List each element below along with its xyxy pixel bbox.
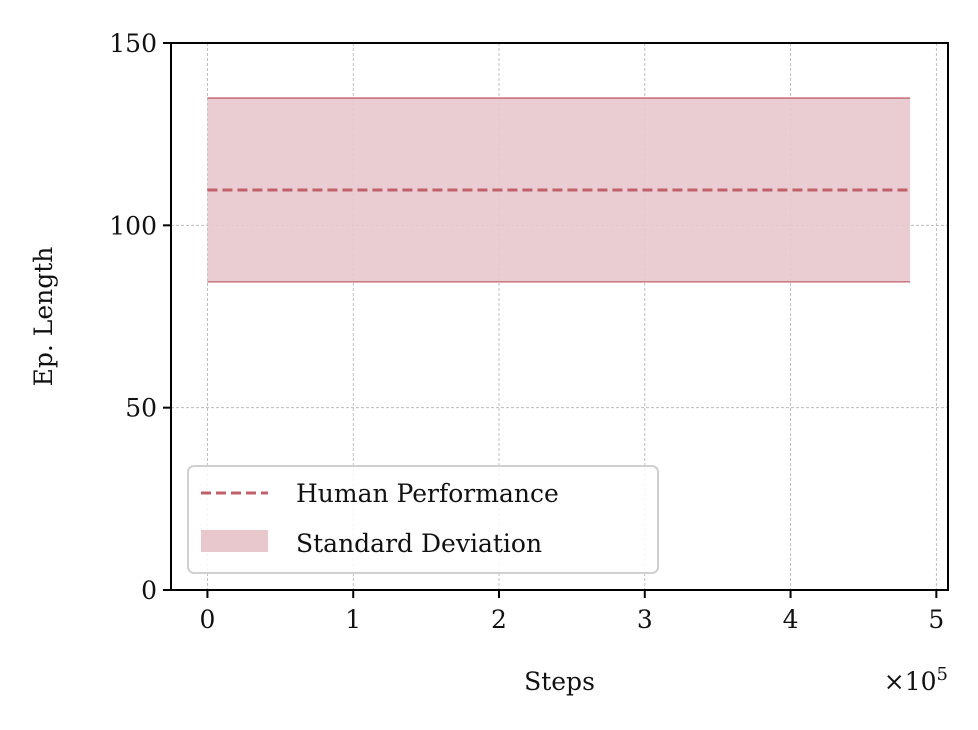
- x-tick-label: 5: [928, 605, 944, 634]
- y-tick-label: 0: [141, 576, 157, 605]
- x-tick-label: 1: [345, 605, 361, 634]
- legend-band-swatch: [201, 530, 268, 552]
- y-axis: 0 50 100 150: [109, 29, 171, 605]
- legend-label-standard-deviation: Standard Deviation: [296, 529, 542, 558]
- x-axis-offset-label: ×105: [884, 664, 948, 696]
- x-axis-label: Steps: [524, 667, 595, 696]
- legend-label-human-performance: Human Performance: [296, 479, 559, 508]
- x-tick-label: 0: [199, 605, 215, 634]
- y-axis-label: Ep. Length: [29, 247, 58, 387]
- legend-box: [187, 465, 659, 574]
- x-tick-label: 2: [491, 605, 507, 634]
- legend: Human Performance Standard Deviation: [187, 465, 659, 574]
- plot-frame: [170, 42, 949, 591]
- x-axis-offset-base: ×10: [884, 667, 937, 696]
- y-tick-label: 50: [125, 394, 157, 423]
- y-tick-label: 100: [109, 211, 157, 240]
- x-tick-label: 3: [637, 605, 653, 634]
- x-axis-offset-exponent: 5: [937, 664, 948, 685]
- x-axis: 0 1 2 3 4 5: [199, 590, 944, 634]
- x-tick-label: 4: [783, 605, 799, 634]
- y-tick-label: 150: [109, 29, 157, 58]
